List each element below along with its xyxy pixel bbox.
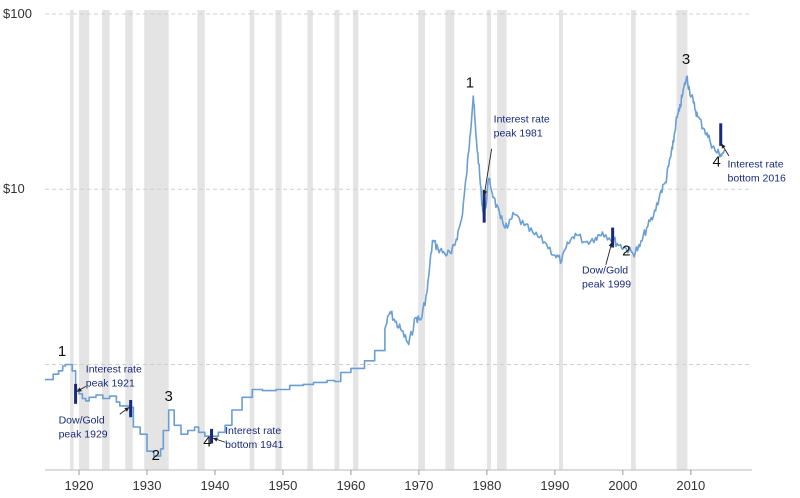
cycle-number-label: 2 xyxy=(152,447,160,464)
recession-band xyxy=(558,10,564,470)
cycle-number-label: 3 xyxy=(165,388,173,405)
annotation-arrowhead xyxy=(608,242,613,247)
annotation-arrows xyxy=(76,143,730,443)
recession-band xyxy=(307,10,313,470)
cycle-number-label: 4 xyxy=(712,153,720,170)
x-tick-label: 1930 xyxy=(133,478,162,493)
recession-bands xyxy=(70,10,688,470)
event-markers xyxy=(74,123,723,444)
annotation-line: Interest rate xyxy=(494,114,550,126)
gridlines xyxy=(45,13,752,365)
x-tick-label: 1960 xyxy=(336,478,365,493)
x-tick-label: 1990 xyxy=(540,478,569,493)
recession-band xyxy=(676,10,688,470)
annotation-arrowhead xyxy=(721,143,726,149)
y-tick-label: $100 xyxy=(3,6,32,21)
event-marker xyxy=(129,399,133,418)
annotation-line: Interest rate xyxy=(86,364,142,376)
recession-band xyxy=(334,10,340,470)
annotation-label: Dow/Gold peak 1999 xyxy=(582,265,631,291)
cycle-number-label: 1 xyxy=(58,343,66,360)
annotation-line: peak 1921 xyxy=(86,378,135,390)
x-tick-label: 1940 xyxy=(200,478,229,493)
x-tick-label: 1970 xyxy=(404,478,433,493)
event-marker xyxy=(611,227,615,248)
recession-band xyxy=(445,10,455,470)
x-tick-label: 2000 xyxy=(608,478,637,493)
x-axis: 1920 1930 1940 1950 1960 1970 1980 1990 2000 2010 xyxy=(45,469,752,493)
event-marker xyxy=(482,189,486,223)
recession-band xyxy=(70,10,74,470)
recession-band xyxy=(418,10,426,470)
annotation-line: Dow/Gold xyxy=(582,265,628,277)
event-marker xyxy=(74,383,78,404)
annotation-arrowhead xyxy=(76,387,82,392)
annotation-arrowhead xyxy=(124,407,130,412)
annotation-line: peak 1999 xyxy=(582,279,631,291)
recession-band xyxy=(486,10,491,470)
event-marker xyxy=(210,428,214,444)
x-tick-label: 1920 xyxy=(65,478,94,493)
labels: 1 2 3 4 1 2 3 4 Interest rate peak 1921 Dow/Gold pe… xyxy=(58,51,786,464)
cycle-number-label: 1 xyxy=(466,75,474,92)
recession-band xyxy=(497,10,507,470)
recession-band xyxy=(102,10,110,470)
x-tick-label: 2010 xyxy=(676,478,705,493)
annotation-arrowhead xyxy=(212,437,218,442)
recession-band xyxy=(197,10,205,470)
annotation-arrowhead xyxy=(482,190,488,196)
annotation-label: Interest rate peak 1981 xyxy=(494,114,550,140)
recession-band xyxy=(352,10,359,470)
series-lines xyxy=(45,75,726,457)
recession-band xyxy=(78,10,90,470)
annotation-label: Interest rate bottom 2016 xyxy=(728,159,787,185)
annotation-line: peak 1929 xyxy=(59,429,108,441)
annotation-arrow xyxy=(483,148,493,196)
annotation-line: Interest rate xyxy=(728,159,784,171)
annotation-line: Interest rate xyxy=(225,425,281,437)
recession-band xyxy=(249,10,255,470)
cycle-number-label: 3 xyxy=(682,51,690,68)
annotation-line: peak 1981 xyxy=(494,128,543,140)
cycle-number-label: 4 xyxy=(203,434,211,451)
dow-gold-series-line xyxy=(45,75,726,457)
recession-band xyxy=(275,10,282,470)
annotation-line: bottom 1941 xyxy=(225,439,284,451)
annotation-line: Dow/Gold xyxy=(59,415,105,427)
y-tick-label: $10 xyxy=(3,181,25,196)
cycle-number-label: 2 xyxy=(622,242,630,259)
x-tick-label: 1980 xyxy=(472,478,501,493)
annotation-line: bottom 2016 xyxy=(728,173,787,185)
event-marker xyxy=(719,123,723,146)
annotation-label: Interest rate bottom 1941 xyxy=(225,425,284,451)
annotation-label: Dow/Gold peak 1929 xyxy=(59,415,108,441)
annotation-label: Interest rate peak 1921 xyxy=(86,364,142,390)
recession-band xyxy=(125,10,133,470)
x-tick-label: 1950 xyxy=(268,478,297,493)
y-axis: $100 $10 xyxy=(3,6,32,196)
recession-band xyxy=(144,10,169,470)
recession-band xyxy=(630,10,636,470)
